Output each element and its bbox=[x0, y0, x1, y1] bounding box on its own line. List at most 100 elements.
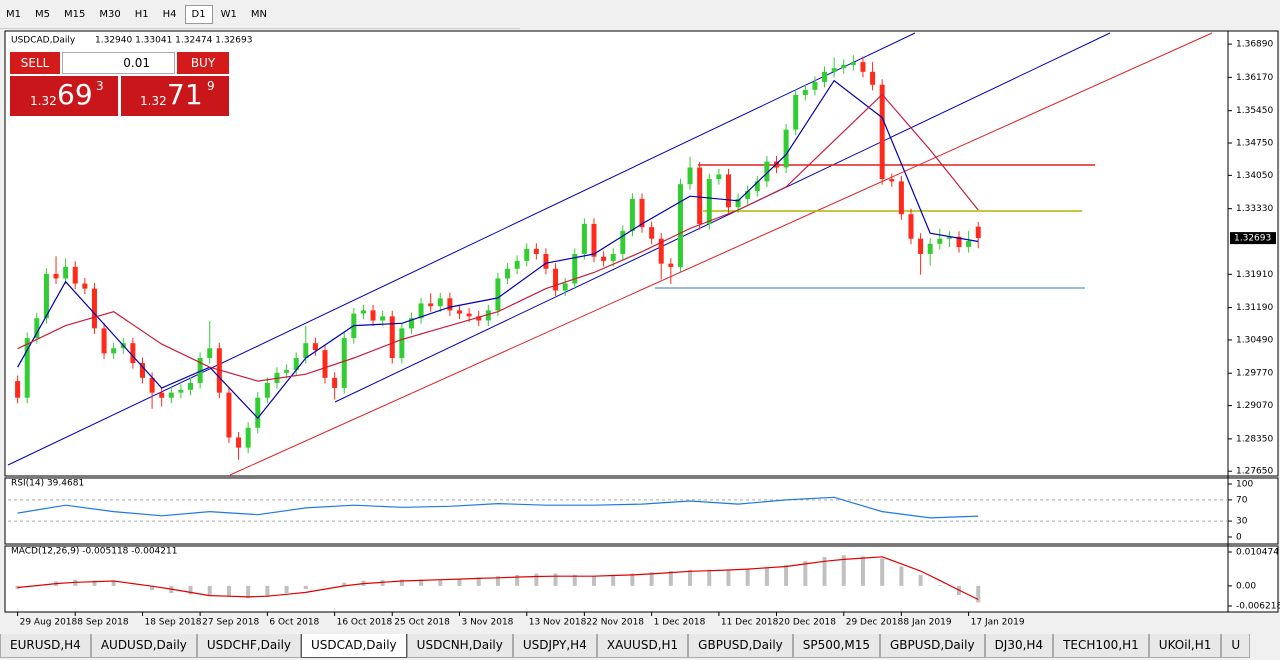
candle-body bbox=[946, 236, 952, 239]
candle-body bbox=[188, 382, 194, 390]
bid-big: 1.32 bbox=[30, 94, 57, 108]
macd-bar bbox=[745, 568, 750, 586]
macd-bar bbox=[457, 578, 462, 586]
macd-bar bbox=[611, 574, 616, 586]
candle-body bbox=[543, 253, 549, 269]
chart-tab[interactable]: GBPUSD,Daily bbox=[879, 634, 985, 658]
candle-body bbox=[399, 328, 405, 358]
moving-average bbox=[17, 79, 979, 420]
macd-bar bbox=[342, 582, 347, 586]
macd-bar bbox=[111, 581, 116, 586]
ask-frac: 9 bbox=[207, 79, 215, 93]
y-tick-label: 0.010474 bbox=[1236, 548, 1279, 558]
chart-tab[interactable]: USDCAD,Daily bbox=[301, 634, 407, 658]
x-tick-label: 1 Dec 2018 bbox=[654, 618, 706, 628]
chart-tab[interactable]: XAUUSD,H1 bbox=[596, 634, 689, 658]
candle-body bbox=[956, 236, 962, 248]
panel-title: USDCAD,Daily bbox=[11, 36, 76, 46]
candle-body bbox=[908, 214, 914, 239]
y-tick-label: 1.34050 bbox=[1236, 171, 1273, 181]
chart-tab[interactable]: TECH100,H1 bbox=[1053, 634, 1149, 658]
candle-body bbox=[43, 273, 49, 319]
macd-bar bbox=[591, 576, 596, 586]
candle-body bbox=[341, 338, 347, 389]
candle-body bbox=[53, 273, 59, 279]
timeframe-button[interactable]: W1 bbox=[220, 8, 237, 20]
macd-bar bbox=[495, 576, 500, 586]
candle-body bbox=[639, 198, 645, 228]
macd-bar bbox=[246, 585, 251, 599]
macd-bar bbox=[572, 574, 577, 586]
timeframe-button[interactable]: H1 bbox=[134, 8, 149, 20]
chart-tab[interactable]: USDJPY,H4 bbox=[512, 634, 597, 658]
chart-tab[interactable]: USDCHF,Daily bbox=[196, 634, 302, 658]
ask-box[interactable]: 1.32 71 9 bbox=[121, 76, 229, 116]
chart: USDCAD,Daily 1.36890 1.36170 1.35450 1.34750… bbox=[4, 30, 1280, 628]
candle-body bbox=[620, 230, 626, 254]
channel-line bbox=[7, 32, 916, 466]
candle-body bbox=[581, 223, 587, 254]
macd-panel bbox=[4, 545, 1279, 613]
x-tick-label: 22 Nov 2018 bbox=[586, 618, 644, 628]
candle-body bbox=[293, 357, 299, 370]
candle-body bbox=[610, 253, 616, 261]
timeframe-button[interactable]: M5 bbox=[35, 8, 50, 20]
candle-body bbox=[466, 313, 472, 317]
candle-body bbox=[927, 243, 933, 254]
candle-body bbox=[437, 298, 443, 307]
macd-bar bbox=[284, 585, 289, 594]
chart-tab[interactable]: USDCNH,Daily bbox=[406, 634, 513, 658]
trade-panel: SELL 0.01 BUY 1.32 69 3 1.32 71 9 bbox=[10, 52, 229, 116]
macd-bar bbox=[207, 585, 212, 596]
buy-button[interactable]: BUY bbox=[177, 52, 229, 74]
candle-body bbox=[495, 278, 501, 311]
candle-body bbox=[764, 161, 770, 182]
y-tick-label: 1.31190 bbox=[1236, 303, 1273, 313]
candle-body bbox=[236, 437, 242, 448]
bid-box[interactable]: 1.32 69 3 bbox=[10, 76, 118, 116]
macd-bar bbox=[476, 577, 481, 586]
chart-tab[interactable]: SP500,M15 bbox=[792, 634, 880, 658]
candle-body bbox=[879, 84, 885, 180]
last-price-box bbox=[1230, 232, 1276, 245]
chart-tab[interactable]: UKOil,H1 bbox=[1148, 634, 1222, 658]
candle-body bbox=[456, 310, 462, 314]
timeframe-button[interactable]: M15 bbox=[64, 8, 86, 20]
y-tick-label: 1.27650 bbox=[1236, 467, 1273, 477]
y-tick-label: 1.36170 bbox=[1236, 73, 1273, 83]
candle-body bbox=[82, 283, 88, 289]
lot-input[interactable]: 0.01 bbox=[62, 52, 175, 74]
candle-body bbox=[783, 129, 789, 168]
candle-body bbox=[745, 191, 751, 199]
chart-tab[interactable]: GBPUSD,Daily bbox=[688, 634, 793, 658]
x-tick-label: 11 Dec 2018 bbox=[721, 618, 779, 628]
macd-bar bbox=[764, 566, 769, 586]
macd-bar bbox=[380, 580, 385, 586]
chart-tab[interactable]: U bbox=[1221, 634, 1251, 658]
chart-tab[interactable]: AUDUSD,Daily bbox=[90, 634, 197, 658]
y-tick-label: -0.006218 bbox=[1236, 602, 1280, 612]
y-tick-label: 0.00 bbox=[1236, 581, 1256, 591]
signal-line bbox=[17, 556, 979, 601]
timeframe-button[interactable]: MN bbox=[250, 8, 267, 20]
candle-body bbox=[668, 263, 674, 267]
macd-bar bbox=[419, 579, 424, 586]
candle-body bbox=[370, 310, 376, 321]
candle-body bbox=[831, 68, 837, 72]
timeframe-button[interactable]: M30 bbox=[99, 8, 121, 20]
candle-body bbox=[754, 181, 760, 192]
candle-body bbox=[63, 266, 69, 279]
timeframe-button[interactable]: H4 bbox=[162, 8, 177, 20]
timeframe-button[interactable]: M1 bbox=[6, 8, 21, 20]
candle-body bbox=[72, 266, 78, 284]
macd-bar bbox=[226, 585, 231, 597]
candle-body bbox=[447, 298, 453, 311]
candle-body bbox=[178, 389, 184, 393]
candle-body bbox=[514, 260, 520, 269]
chart-tab[interactable]: EURUSD,H4 bbox=[0, 634, 91, 658]
sell-button[interactable]: SELL bbox=[10, 52, 60, 74]
y-tick-label: 1.31910 bbox=[1236, 270, 1273, 280]
chart-tab[interactable]: DJ30,H4 bbox=[984, 634, 1054, 658]
timeframe-button[interactable]: D1 bbox=[184, 4, 213, 24]
